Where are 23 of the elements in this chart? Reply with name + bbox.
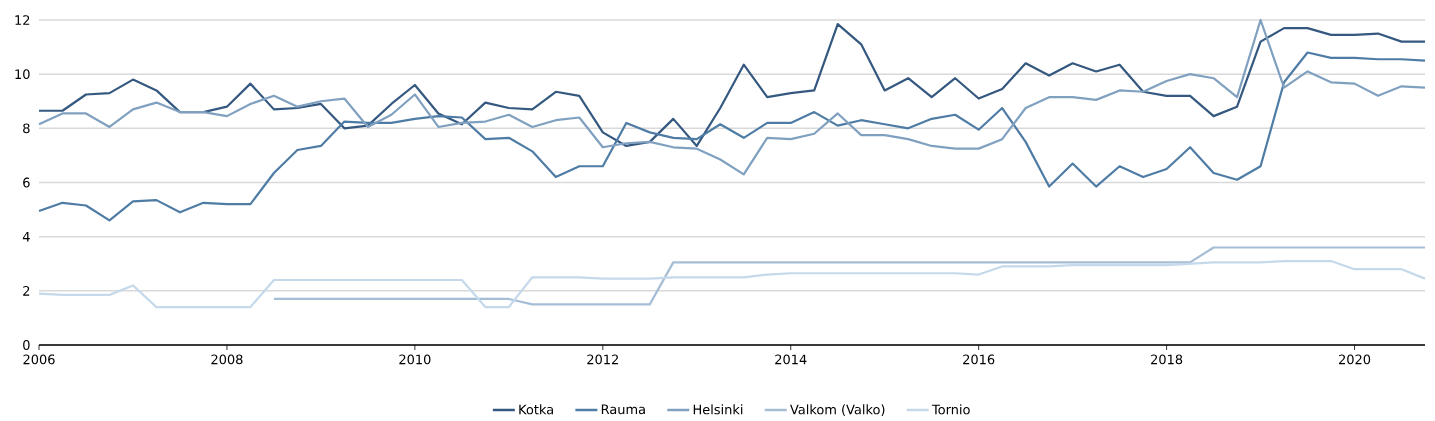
y-tick-label: 2 (23, 286, 30, 296)
x-tick-label: 2010 (399, 354, 431, 365)
legend-label: Valkom (Valko) (790, 404, 885, 416)
line-series (37, 18, 1427, 176)
x-tick-label: 2020 (1339, 354, 1371, 365)
y-tick-label: 0 (23, 340, 30, 350)
y-tick-label: 8 (23, 123, 30, 134)
x-tick-label: 2014 (775, 354, 807, 365)
line-series (37, 22, 1427, 148)
y-tick-label: 4 (22, 231, 30, 242)
legend-label: Kotka (519, 404, 553, 415)
x-tick-label: 2006 (23, 354, 55, 365)
y-tick-label: 12 (15, 15, 30, 25)
x-tick-label: 2008 (211, 354, 243, 365)
y-tick-label: 6 (23, 177, 30, 188)
line-series (37, 51, 1427, 222)
x-tick-label: 2012 (587, 354, 618, 365)
legend-label: Tornio (931, 404, 970, 415)
x-tick-label: 2016 (963, 354, 995, 365)
legend-label: Helsinki (693, 404, 743, 415)
legend-label: Rauma (601, 404, 645, 415)
x-tick-label: 2018 (1151, 354, 1183, 365)
y-tick-label: 10 (15, 69, 30, 80)
